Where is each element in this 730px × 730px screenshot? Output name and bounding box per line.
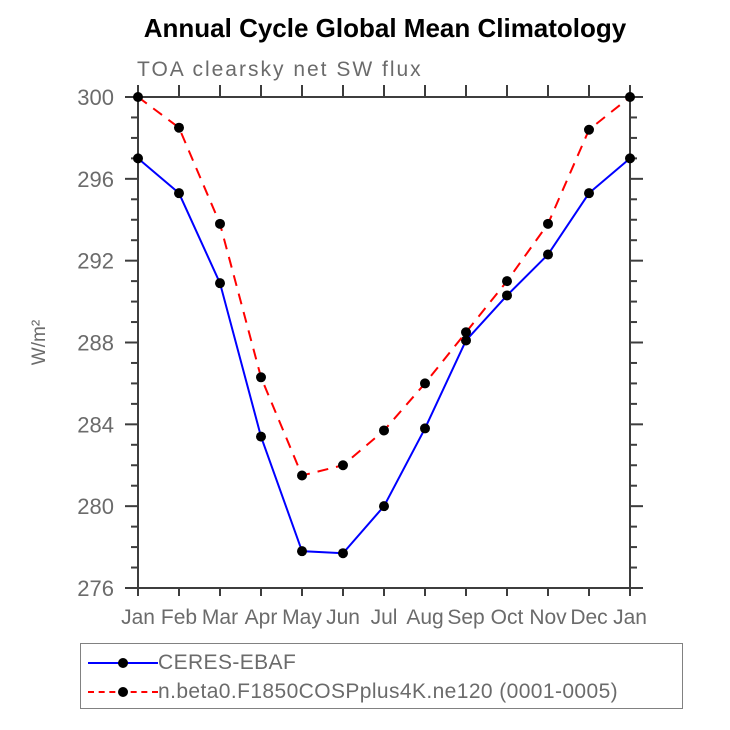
x-tick-label: Nov — [529, 606, 567, 629]
data-point-marker — [338, 548, 348, 559]
x-tick-label: Mar — [202, 606, 238, 629]
data-point-marker — [379, 501, 389, 512]
data-point-marker — [502, 290, 512, 301]
chart-title: Annual Cycle Global Mean Climatology — [143, 13, 627, 43]
data-point-marker — [133, 92, 143, 102]
legend: CERES-EBAF n.beta0.F1850COSPplus4K.ne120… — [80, 643, 683, 709]
data-point-marker — [215, 278, 225, 289]
legend-item: CERES-EBAF — [81, 648, 682, 677]
y-tick-label: 292 — [77, 249, 114, 274]
series-markers-1 — [133, 92, 635, 481]
x-tick-label: Jul — [371, 606, 398, 629]
data-point-marker — [297, 470, 307, 481]
y-tick-labels: 276 280 284 288 292 296 300 — [77, 85, 114, 601]
y-tick-label: 296 — [77, 167, 114, 192]
circle-marker-icon — [118, 657, 128, 668]
x-tick-label: Oct — [491, 606, 524, 629]
x-tick-label: May — [282, 606, 322, 629]
axis-ticks — [125, 85, 643, 596]
x-tick-label: Dec — [570, 606, 607, 629]
data-point-marker — [174, 188, 184, 199]
x-tick-label: Jan — [613, 606, 647, 629]
x-tick-label: Jun — [326, 606, 360, 629]
legend-item: n.beta0.F1850COSPplus4K.ne120 (0001-0005… — [81, 677, 682, 706]
x-tick-label: Sep — [447, 606, 484, 629]
legend-line-sample-dashed — [88, 686, 158, 698]
data-point-marker — [338, 460, 348, 471]
x-tick-label: Aug — [406, 606, 443, 629]
data-point-marker — [174, 122, 184, 133]
data-point-marker — [379, 425, 389, 436]
data-point-marker — [625, 92, 635, 102]
data-point-marker — [584, 124, 594, 135]
chart-subtitle: TOA clearsky net SW flux — [137, 58, 423, 81]
data-point-marker — [256, 431, 266, 442]
y-axis-title: W/m² — [29, 320, 50, 365]
data-point-marker — [215, 218, 225, 229]
x-tick-label: Jan — [121, 606, 155, 629]
data-point-marker — [625, 153, 635, 164]
x-tick-label: Apr — [245, 606, 278, 629]
data-point-marker — [584, 188, 594, 199]
y-tick-label: 300 — [77, 85, 114, 110]
legend-label: n.beta0.F1850COSPplus4K.ne120 (0001-0005… — [158, 680, 619, 703]
data-point-marker — [543, 218, 553, 229]
data-point-marker — [502, 276, 512, 287]
y-tick-label: 276 — [77, 576, 114, 601]
data-point-marker — [420, 378, 430, 389]
circle-marker-icon — [118, 686, 128, 697]
series-line-1 — [137, 96, 631, 477]
data-point-marker — [461, 335, 471, 346]
data-point-marker — [256, 372, 266, 383]
plot-frame — [137, 96, 631, 589]
y-tick-label: 280 — [77, 494, 114, 519]
x-tick-labels: Jan Feb Mar Apr May Jun Jul Aug Sep Oct Nov Dec Jan — [121, 606, 647, 629]
data-point-marker — [461, 327, 471, 338]
x-tick-label: Feb — [161, 606, 197, 629]
legend-line-sample-solid — [88, 657, 158, 669]
series-line-0 — [137, 157, 631, 555]
data-point-marker — [420, 423, 430, 434]
legend-label: CERES-EBAF — [158, 651, 297, 674]
y-tick-label: 288 — [77, 331, 114, 356]
data-point-marker — [133, 153, 143, 164]
y-tick-label: 284 — [77, 412, 114, 437]
data-point-marker — [297, 546, 307, 557]
series-markers-0 — [133, 153, 635, 559]
data-point-marker — [543, 249, 553, 260]
